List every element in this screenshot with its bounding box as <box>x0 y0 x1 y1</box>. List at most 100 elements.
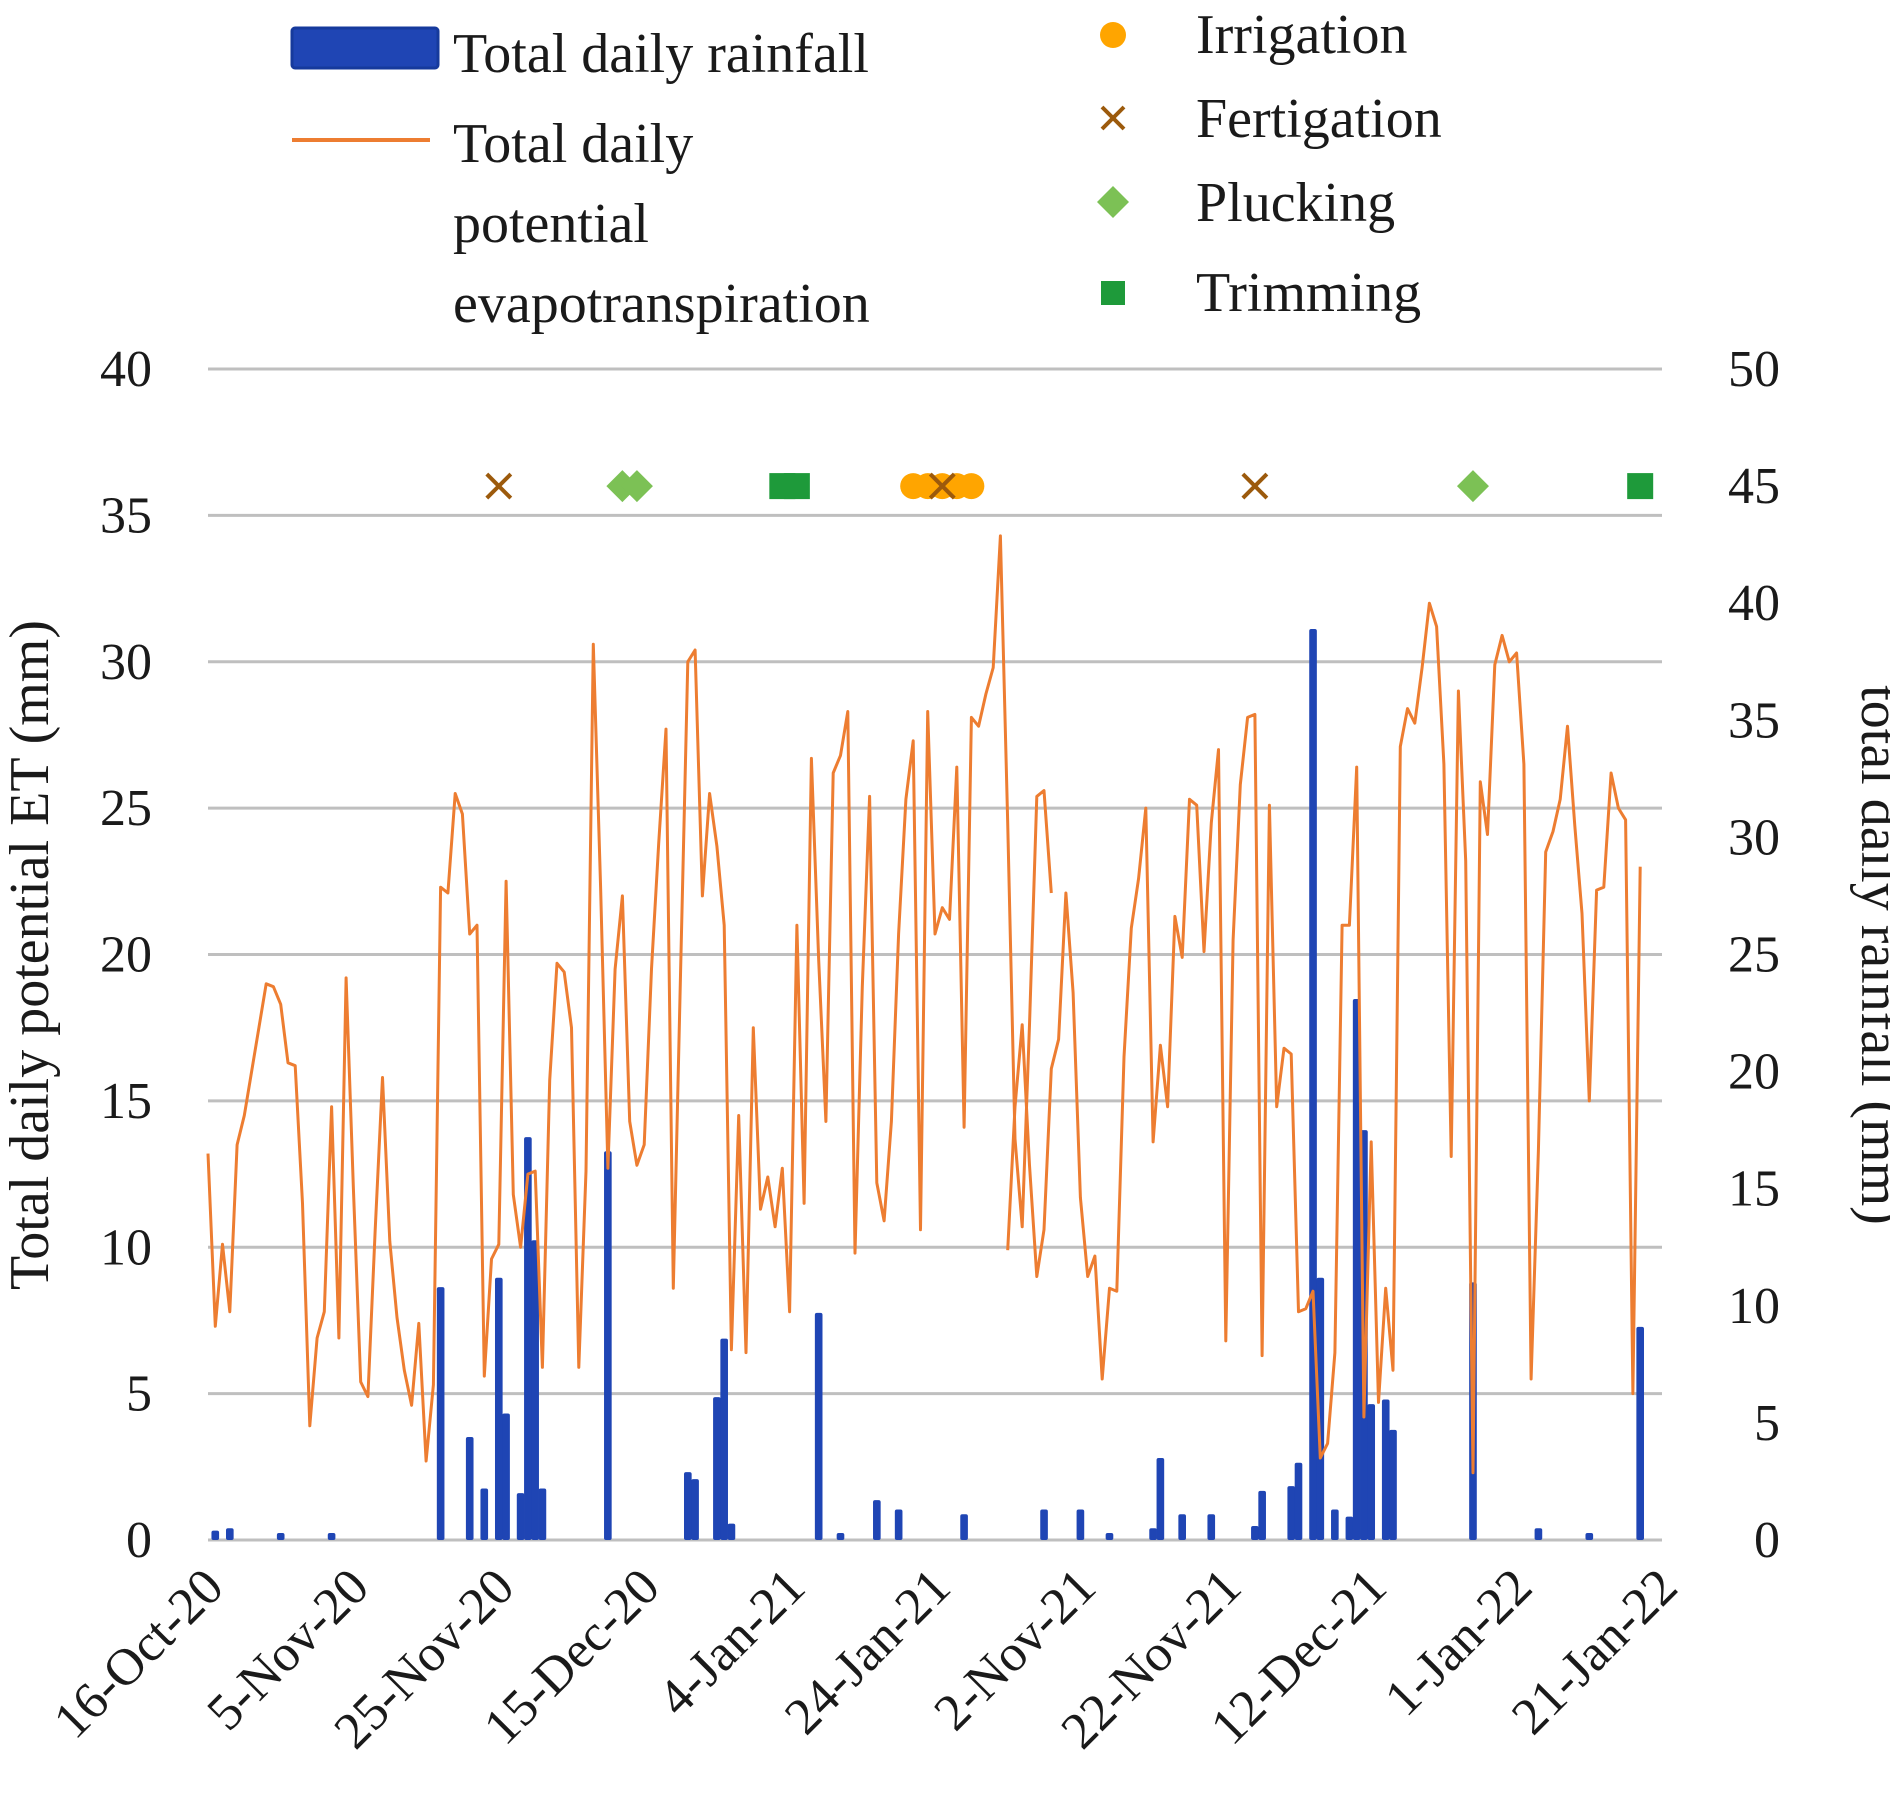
rainfall-bar <box>1352 998 1361 1540</box>
rainfall-bar <box>1345 1516 1354 1540</box>
rainfall-bar <box>1040 1509 1048 1540</box>
y-left-tick-label: 30 <box>100 634 152 691</box>
y-right-tick-label: 35 <box>1728 692 1780 749</box>
gridlines <box>208 367 1662 1542</box>
y-left-tick-label: 15 <box>100 1073 152 1130</box>
rainfall-bar <box>1331 1509 1339 1540</box>
legend-plucking-label: Plucking <box>1196 172 1395 234</box>
rainfall-bar <box>727 1523 736 1540</box>
rainfall-bar <box>436 1287 445 1540</box>
rainfall-bar <box>225 1528 234 1540</box>
rainfall-bar <box>1585 1532 1594 1540</box>
rainfall-bar <box>480 1488 489 1540</box>
rainfall-bar <box>1367 1404 1376 1540</box>
rainfall-bar <box>1287 1486 1296 1540</box>
y-right-tick-label: 30 <box>1728 809 1780 866</box>
et-line <box>206 534 1053 1463</box>
rainfall-bar <box>1534 1528 1543 1540</box>
fertigation-stroke <box>485 472 513 500</box>
plucking-marker <box>620 470 653 503</box>
rainfall-bar <box>691 1479 699 1540</box>
rainfall-bar <box>211 1530 220 1540</box>
y-right-axis-title: total daily rainfall (mm) <box>1849 685 1890 1225</box>
y-right-tick-label: 5 <box>1754 1395 1780 1452</box>
y-left-tick-label: 40 <box>100 341 152 398</box>
rainfall-bar <box>720 1338 728 1540</box>
legend-et-label-2: potential <box>453 193 649 255</box>
trimming-marker <box>783 473 810 500</box>
rainfall-bar <box>502 1413 510 1540</box>
right-axis-ticks: 0 5 10 15 20 25 30 35 40 45 50 <box>1728 341 1780 1569</box>
rainfall-bar <box>1105 1532 1114 1540</box>
x-tick-label: 16-Oct-20 <box>43 1558 234 1749</box>
y-left-tick-label: 10 <box>100 1219 152 1276</box>
y-right-tick-label: 40 <box>1728 575 1780 632</box>
rainfall-bar <box>684 1472 692 1540</box>
rainfall-bar <box>873 1500 881 1540</box>
rainfall-bar <box>960 1514 968 1540</box>
legend-rainfall-swatch <box>290 26 440 70</box>
left-axis-ticks: 0 5 10 15 20 25 30 35 40 <box>100 341 152 1569</box>
legend-plucking-marker <box>1097 186 1129 218</box>
y-right-tick-label: 45 <box>1728 458 1780 515</box>
rainfall-bar <box>531 1240 539 1540</box>
fertigation-stroke <box>1241 472 1269 500</box>
et-line <box>1006 601 1642 1475</box>
y-left-tick-label: 0 <box>126 1512 152 1569</box>
legend-trimming-label: Trimming <box>1196 262 1421 324</box>
rainfall-bar <box>1389 1429 1397 1540</box>
y-right-tick-label: 0 <box>1754 1512 1780 1569</box>
legend-fertigation-label: Fertigation <box>1196 88 1442 150</box>
y-right-tick-label: 50 <box>1728 341 1780 398</box>
rainfall-bar <box>1316 1277 1325 1540</box>
rainfall-bar <box>1156 1458 1165 1540</box>
y-left-tick-label: 35 <box>100 487 152 544</box>
rainfall-bar <box>894 1509 903 1540</box>
legend-irrigation-label: Irrigation <box>1196 4 1407 66</box>
x-axis-ticks: 16-Oct-205-Nov-2025-Nov-2015-Dec-204-Jan… <box>43 1558 1688 1760</box>
rainfall-bar <box>327 1532 336 1540</box>
rainfall-bar <box>538 1488 547 1540</box>
rainfall-bar <box>494 1277 503 1540</box>
legend-fertigation-marker <box>1100 105 1126 131</box>
legend-irrigation-marker <box>1100 22 1126 48</box>
rainfall-bar <box>836 1532 845 1540</box>
legend-et-label-1: Total daily <box>453 113 693 175</box>
trimming-marker <box>1627 473 1654 500</box>
fertigation-marker <box>928 472 956 500</box>
legend: Total daily rainfall Total daily potenti… <box>290 4 1442 335</box>
rainfall-bar <box>1258 1490 1266 1540</box>
rainfall-bar <box>1294 1462 1303 1540</box>
plucking-marker <box>1456 470 1489 503</box>
rainfall-bar <box>1178 1514 1186 1540</box>
rainfall-bars <box>211 628 1645 1540</box>
event-markers <box>485 470 1654 503</box>
rainfall-bar <box>524 1137 532 1540</box>
y-right-tick-label: 10 <box>1728 1278 1780 1335</box>
fertigation-marker <box>1241 472 1269 500</box>
rainfall-bar <box>1149 1528 1157 1540</box>
y-left-axis-title: Total daily potential ET (mm) <box>0 620 61 1290</box>
y-left-tick-label: 20 <box>100 927 152 984</box>
legend-et-label-3: evapotranspiration <box>453 273 870 335</box>
et-lines <box>206 534 1642 1475</box>
rainfall-bar <box>1251 1525 1259 1540</box>
y-right-tick-label: 15 <box>1728 1161 1780 1218</box>
rainfall-bar <box>1076 1509 1085 1540</box>
rainfall-bar <box>713 1397 721 1540</box>
rainfall-bar <box>1309 628 1317 1540</box>
rainfall-bar <box>604 1151 612 1540</box>
y-right-tick-label: 25 <box>1728 927 1780 984</box>
irrigation-marker <box>958 473 985 500</box>
rainfall-bar <box>814 1312 823 1540</box>
fertigation-stroke <box>928 472 956 500</box>
rainfall-bar <box>1381 1399 1390 1540</box>
y-left-tick-label: 25 <box>100 780 152 837</box>
legend-trimming-marker <box>1101 281 1125 305</box>
y-left-tick-label: 5 <box>126 1366 152 1423</box>
rainfall-bar <box>465 1436 474 1540</box>
y-right-tick-label: 20 <box>1728 1044 1780 1101</box>
rainfall-bar <box>276 1532 285 1540</box>
fertigation-marker <box>485 472 513 500</box>
